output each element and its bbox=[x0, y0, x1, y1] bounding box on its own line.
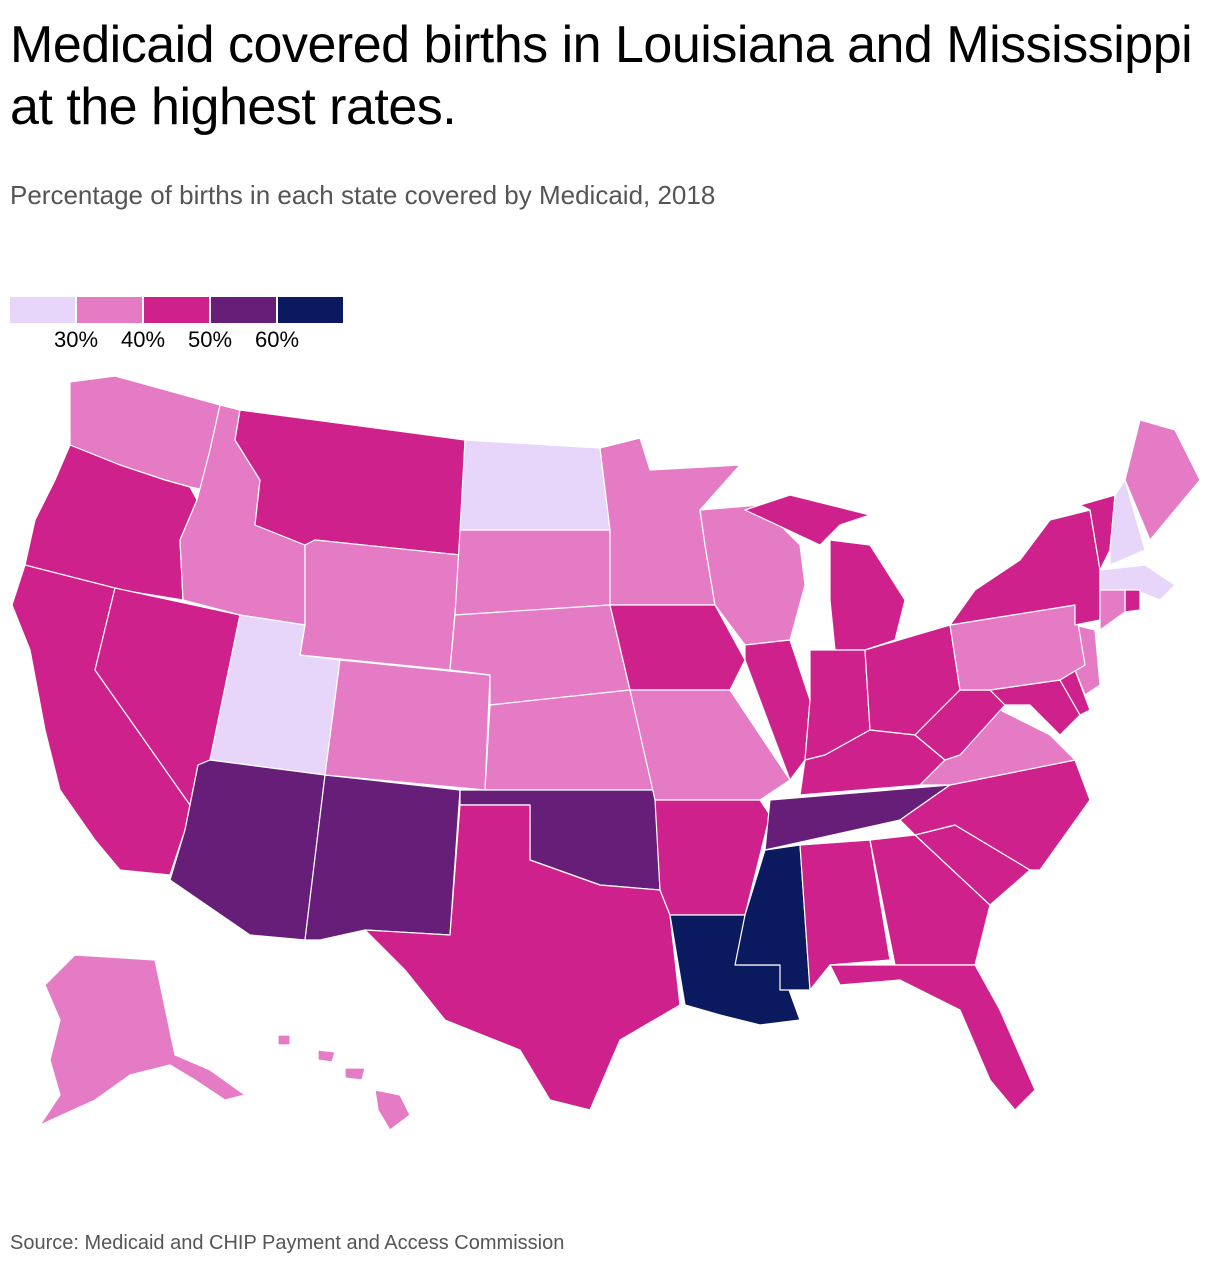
legend-label-30: 30% bbox=[53, 327, 99, 352]
state-ga bbox=[869, 834, 991, 966]
source-note: Source: Medicaid and CHIP Payment and Ac… bbox=[10, 1232, 565, 1254]
state-ct bbox=[1099, 589, 1126, 631]
state-me bbox=[1124, 419, 1201, 541]
state-mo bbox=[629, 689, 791, 801]
legend-swatches bbox=[10, 297, 345, 323]
state-tx bbox=[364, 804, 681, 1111]
legend-label-50: 50% bbox=[187, 327, 233, 352]
state-hi bbox=[277, 1034, 411, 1131]
legend-label-60: 60% bbox=[254, 327, 300, 352]
state-nh bbox=[1109, 479, 1146, 566]
state-az bbox=[169, 759, 326, 941]
state-wy bbox=[299, 539, 461, 671]
state-fl bbox=[829, 964, 1036, 1111]
state-ks bbox=[484, 689, 656, 791]
page-title: Medicaid covered births in Louisiana and… bbox=[10, 16, 1193, 136]
legend-swatch-3 bbox=[211, 297, 276, 323]
legend-labels: 30% 40% 50% 60% bbox=[10, 327, 345, 359]
state-al bbox=[799, 839, 891, 991]
state-ny bbox=[949, 509, 1101, 626]
state-ia bbox=[609, 604, 746, 691]
legend: 30% 40% 50% 60% bbox=[10, 297, 345, 359]
legend-swatch-2 bbox=[144, 297, 209, 323]
us-choropleth-map bbox=[11, 375, 1201, 1131]
state-nm bbox=[304, 774, 461, 941]
state-co bbox=[324, 659, 491, 791]
legend-swatch-1 bbox=[77, 297, 142, 323]
legend-label-40: 40% bbox=[120, 327, 166, 352]
legend-swatch-4 bbox=[278, 297, 343, 323]
state-sd bbox=[454, 529, 611, 616]
legend-swatch-0 bbox=[10, 297, 75, 323]
state-nd bbox=[459, 439, 611, 531]
state-vt bbox=[1079, 494, 1116, 571]
state-ak bbox=[39, 954, 246, 1126]
subtitle: Percentage of births in each state cover… bbox=[10, 180, 716, 210]
state-ri bbox=[1124, 589, 1141, 613]
